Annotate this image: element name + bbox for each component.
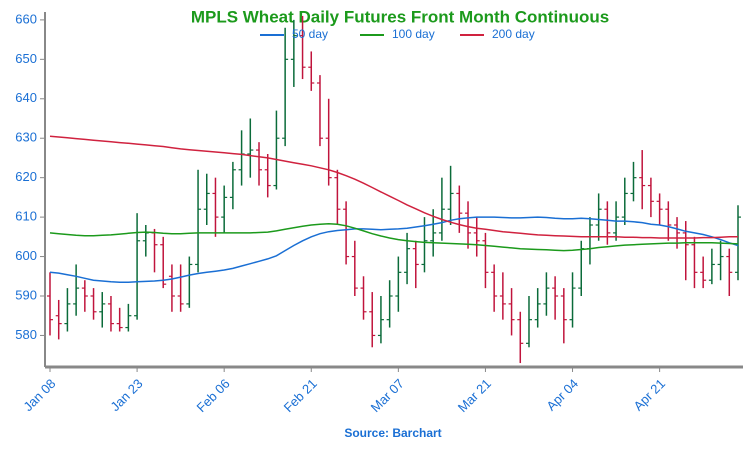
y-tick-label: 610	[15, 209, 37, 224]
y-tick-label: 640	[15, 90, 37, 105]
legend-label: 100 day	[392, 27, 435, 41]
x-tick-label: Feb 21	[281, 376, 320, 415]
ma-line	[49, 216, 739, 283]
x-tick-label: Jan 08	[20, 376, 58, 414]
ma-line	[49, 135, 738, 239]
chart-title: MPLS Wheat Daily Futures Front Month Con…	[191, 7, 609, 26]
y-tick-label: 660	[15, 11, 37, 26]
legend-label: 200 day	[492, 27, 535, 41]
y-tick-label: 590	[15, 287, 37, 302]
legend-label: 50 day	[292, 27, 328, 41]
x-tick-label: Feb 06	[193, 376, 232, 415]
x-tick-label: Apr 04	[543, 376, 581, 414]
x-tick-label: Jan 23	[107, 376, 145, 414]
y-tick-label: 580	[15, 327, 37, 342]
x-tick-label: Apr 21	[630, 376, 668, 414]
y-tick-label: 630	[15, 130, 37, 145]
x-tick-label: Mar 07	[368, 376, 407, 415]
source-note: Source: Barchart	[344, 426, 441, 440]
ma-line	[49, 223, 739, 252]
x-tick-label: Mar 21	[455, 376, 494, 415]
y-tick-label: 600	[15, 248, 37, 263]
y-tick-label: 620	[15, 169, 37, 184]
y-tick-label: 650	[15, 51, 37, 66]
